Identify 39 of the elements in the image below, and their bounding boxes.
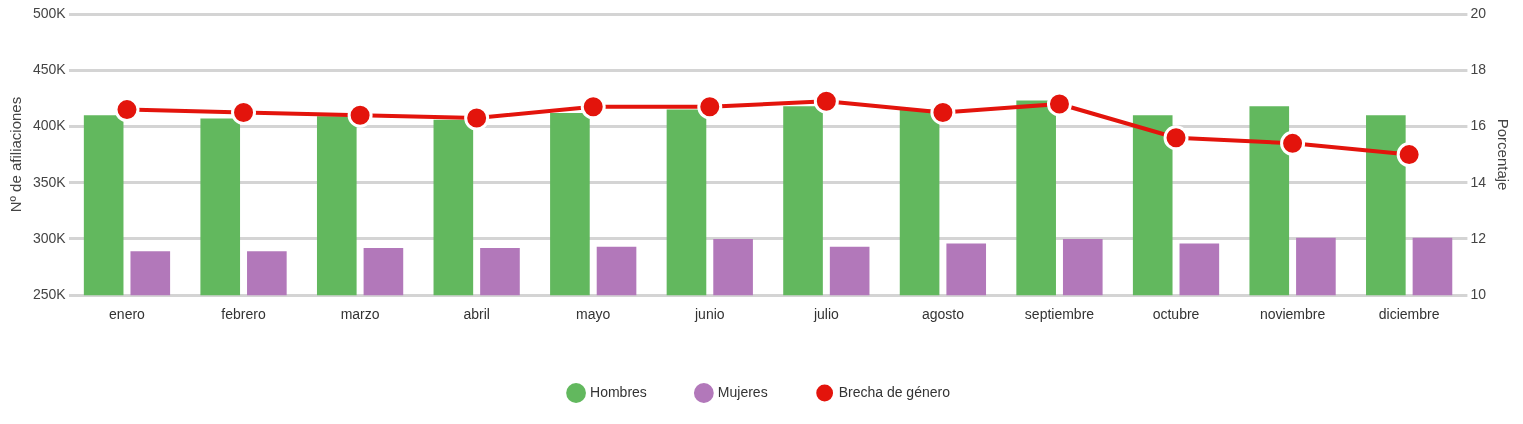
x-tick-label: julio	[812, 306, 840, 323]
y2-tick-label: 12	[1470, 229, 1487, 246]
point	[114, 97, 140, 123]
point	[1046, 91, 1072, 117]
y2-tick-label: 10	[1470, 286, 1487, 303]
legend-label: Mujeres	[717, 383, 768, 400]
x-tick-label: noviembre	[1259, 306, 1326, 323]
x-tick-label: agosto	[921, 306, 965, 323]
point	[1396, 142, 1422, 168]
y-axis-title: Nº de afiliaciones	[7, 96, 25, 213]
y2-tick-label: 16	[1470, 117, 1487, 134]
x-tick-label: abril	[463, 306, 490, 323]
x-tick-label: diciembre	[1378, 306, 1440, 323]
x-tick-label: octubre	[1152, 306, 1200, 323]
point	[813, 88, 839, 114]
x-tick-label: septiembre	[1024, 306, 1095, 323]
x-tick-label: junio	[693, 306, 725, 323]
x-tick-label: enero	[109, 306, 146, 323]
x-tick-label: mayo	[576, 306, 611, 323]
y-tick-label: 350K	[32, 173, 67, 190]
point	[1163, 125, 1189, 151]
y2-tick-label: 14	[1470, 173, 1487, 190]
x-tick-label: febrero	[221, 306, 266, 323]
y-tick-label: 400K	[32, 117, 67, 134]
y-tick-label: 500K	[32, 4, 67, 21]
y2-axis-title: Porcentaje	[1494, 118, 1512, 191]
y-tick-label: 300K	[32, 229, 67, 246]
point	[1280, 130, 1306, 156]
y-tick-label: 250K	[32, 286, 67, 303]
point	[697, 94, 723, 120]
y2-tick-label: 20	[1470, 4, 1487, 21]
x-tick-label: marzo	[340, 306, 380, 323]
legend-label: Brecha de género	[838, 383, 951, 400]
legend-label: Hombres	[590, 383, 647, 400]
y-tick-label: 450K	[32, 61, 67, 78]
point	[580, 94, 606, 120]
point	[464, 105, 490, 131]
point	[347, 102, 373, 128]
y2-tick-label: 18	[1470, 61, 1487, 78]
